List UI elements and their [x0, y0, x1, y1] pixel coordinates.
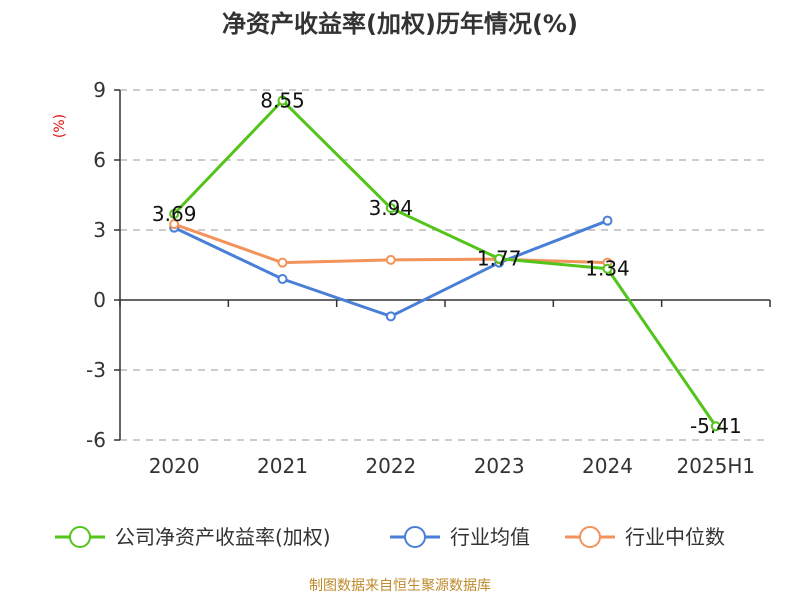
- legend-marker: [404, 526, 426, 548]
- legend-label: 行业中位数: [625, 525, 725, 549]
- legend-marker: [579, 526, 601, 548]
- y-tick-label: 6: [93, 148, 106, 172]
- data-label: -5.41: [690, 414, 742, 438]
- gridlines: [120, 89, 770, 441]
- data-label: 1.77: [477, 247, 522, 271]
- data-point: [277, 257, 288, 268]
- y-tick-label: -6: [86, 428, 106, 452]
- x-tick-label: 2021: [257, 454, 308, 478]
- x-tick-label: 2020: [149, 454, 200, 478]
- data-point: [277, 95, 288, 106]
- x-tick-label: 2022: [365, 454, 416, 478]
- data-point: [169, 219, 180, 230]
- x-tick-label: 2024: [582, 454, 633, 478]
- legend-marker: [69, 526, 91, 548]
- source-note: 制图数据来自恒生聚源数据库: [309, 578, 491, 594]
- y-tick-label: 0: [93, 288, 106, 312]
- data-labels: 3.69 8.55 3.94 1.77 1.34 -5.41: [152, 89, 742, 439]
- data-point: [385, 254, 396, 265]
- axes: [114, 89, 771, 441]
- x-tick-label: 2025H1: [676, 454, 755, 478]
- y-tick-label: -3: [86, 358, 106, 382]
- series-line: [173, 99, 718, 428]
- data-point: [169, 208, 180, 219]
- legend: 公司净资产收益率(加权) 行业均值 行业中位数: [55, 525, 725, 549]
- data-label: 8.55: [260, 89, 305, 113]
- data-point: [710, 421, 721, 432]
- legend-label: 公司净资产收益率(加权): [115, 525, 331, 549]
- x-tick-label: 2023: [474, 454, 525, 478]
- data-point: [385, 203, 396, 214]
- y-tick-label: 9: [93, 78, 106, 102]
- data-label: 3.94: [369, 196, 414, 220]
- y-axis-unit: (%): [52, 114, 68, 138]
- y-tick-labels: 9 6 3 0 -3 -6: [86, 78, 106, 452]
- data-point: [494, 253, 505, 264]
- data-point: [277, 274, 288, 284]
- data-point: [602, 215, 613, 226]
- series-line: [173, 219, 609, 318]
- data-point: [602, 263, 613, 274]
- y-tick-label: 3: [93, 218, 106, 242]
- series-group: [169, 95, 721, 432]
- chart-title: 净资产收益率(加权)历年情况(%): [222, 10, 578, 38]
- x-tick-labels: 2020 2021 2022 2023 2024 2025H1: [149, 454, 755, 478]
- data-label: 3.69: [152, 202, 197, 226]
- legend-label: 行业均值: [450, 525, 530, 549]
- data-label: 1.34: [585, 257, 630, 281]
- data-point: [385, 311, 396, 322]
